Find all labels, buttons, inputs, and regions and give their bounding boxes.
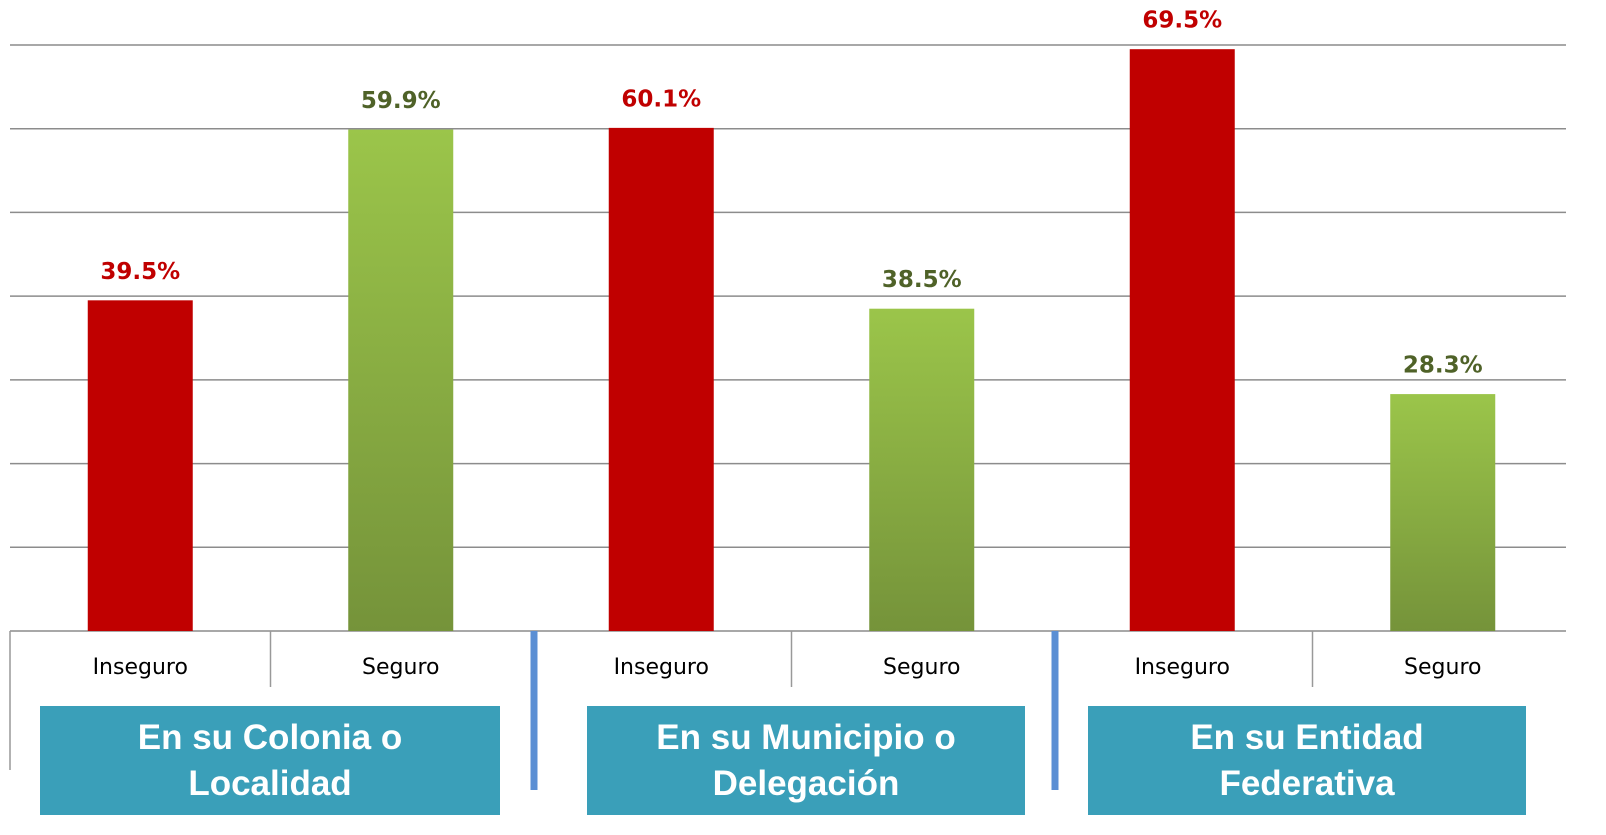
value-label: 59.9% [361,88,441,114]
bar [87,300,193,631]
value-label: 28.3% [1403,353,1483,379]
bar [1129,49,1235,631]
bar [608,127,714,632]
group-label-text: En su Municipio o Delegación [656,717,956,803]
series-label: Inseguro [93,655,188,680]
group-label: En su Entidad Federativa [1088,706,1526,815]
group-label: En su Colonia o Localidad [40,706,500,815]
series-label: Inseguro [614,655,709,680]
series-label: Seguro [1404,655,1481,680]
bar [869,308,975,631]
value-label: 69.5% [1142,8,1222,34]
bar [1390,394,1496,631]
series-label: Seguro [883,655,960,680]
bar [348,129,454,631]
group-label-text: En su Colonia o Localidad [137,717,403,803]
value-label: 38.5% [882,267,962,293]
series-label: Seguro [362,655,439,680]
series-label: Inseguro [1135,655,1230,680]
group-label-text: En su Entidad Federativa [1190,717,1424,803]
group-label: En su Municipio o Delegación [587,706,1025,815]
value-label: 60.1% [621,86,701,112]
value-label: 39.5% [100,259,180,285]
